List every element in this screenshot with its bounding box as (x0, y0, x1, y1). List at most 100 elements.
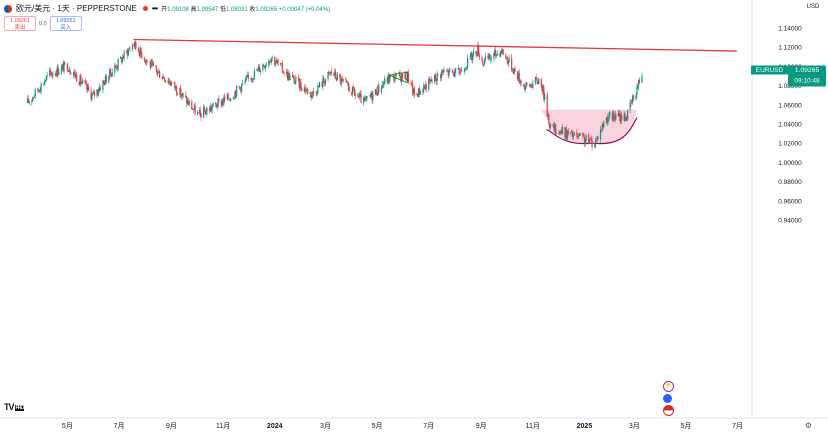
candle-body (429, 79, 432, 81)
candle-body (588, 138, 591, 144)
candle-body (87, 86, 89, 90)
candle-body (141, 53, 143, 59)
candle-body (147, 61, 149, 62)
candle-body (544, 94, 546, 100)
candle-body (128, 48, 130, 50)
candle-body (532, 82, 534, 88)
candle-body (204, 111, 206, 115)
candle-body (162, 76, 164, 79)
candle-body (159, 71, 161, 79)
candle-body (76, 74, 78, 82)
candle-body (465, 68, 467, 70)
candle-body (470, 52, 472, 57)
candle-body (613, 113, 615, 119)
candle-body (285, 71, 288, 74)
buy-button[interactable]: 1.09261 买入 (49, 16, 82, 31)
candle-body (472, 51, 475, 55)
candle-body (508, 57, 510, 62)
candle-body (626, 117, 628, 120)
candle-body (224, 97, 226, 100)
candle-body (366, 95, 368, 99)
candle-body (287, 72, 289, 80)
event-marker-icon[interactable] (663, 394, 672, 403)
candle-body (64, 62, 66, 64)
candle-body (520, 80, 522, 86)
candle-body (144, 60, 146, 63)
candle-body (358, 93, 360, 97)
candle-body (216, 106, 218, 108)
candle-body (116, 67, 118, 69)
candle-body (487, 55, 489, 59)
last-price-tag: EURUSD 1.09265 09:10:48 (751, 65, 826, 87)
candle-body (188, 101, 190, 105)
candle-body (181, 93, 184, 97)
candle-body (524, 87, 526, 90)
candle-body (460, 69, 462, 73)
more-icon[interactable]: ••• (151, 4, 158, 13)
candle-body (146, 60, 148, 62)
us-flag-icon[interactable] (663, 405, 674, 416)
candle-body (155, 65, 157, 71)
candle-body (428, 78, 431, 81)
candle-body (187, 100, 190, 105)
sell-button[interactable]: 1.09261 卖出 (4, 16, 36, 31)
candle-body (132, 44, 134, 46)
candle-body (381, 84, 383, 89)
candle-body (281, 63, 283, 72)
candle-body (348, 87, 350, 93)
candle-body (277, 61, 279, 64)
candle-body (477, 45, 479, 56)
candle-body (489, 58, 492, 60)
candle-body (62, 64, 64, 72)
candle-body (340, 77, 342, 84)
candle-body (199, 109, 201, 114)
candle-body (110, 73, 112, 77)
candle-body (329, 71, 332, 74)
candle-body (585, 135, 587, 141)
candle-body (571, 130, 573, 132)
candle-body (263, 66, 266, 68)
candle-body (516, 71, 519, 80)
candle-body (208, 108, 211, 112)
candle-body (632, 95, 635, 100)
candle-body (490, 58, 492, 59)
candle-body (451, 69, 454, 73)
candle-body (375, 89, 377, 95)
candle-body (139, 47, 141, 57)
candle-body (252, 78, 254, 80)
x-tick-label: 3月 (320, 422, 331, 430)
candle-body (247, 75, 249, 78)
candle-body (393, 74, 395, 82)
candle-body (120, 57, 122, 59)
candle-body (382, 84, 384, 86)
candle-body (384, 78, 386, 85)
ohlc-values: 开1.09108 高1.09547 低1.08031 收1.09265 +0.0… (161, 7, 331, 13)
currency-label[interactable]: USD (806, 4, 820, 10)
y-tick-label: 0.94000 (778, 218, 802, 225)
candle-body (317, 85, 319, 94)
symbol-title[interactable]: 欧元/美元 · 1天 · PEPPERSTONE (16, 4, 137, 13)
candle-body (289, 75, 291, 80)
candle-body (472, 54, 474, 61)
settings-icon[interactable]: ⚙ (804, 421, 812, 430)
resistance-trendline (133, 38, 737, 52)
lightning-event-icon[interactable]: ⚡ (663, 381, 674, 392)
candle-body (206, 108, 208, 112)
candle-body (542, 86, 544, 92)
candle-body (623, 113, 625, 121)
candle-body (471, 52, 473, 61)
tradingview-logo[interactable]: TV PRO (4, 402, 25, 412)
candle-body (34, 88, 36, 97)
candle-body (313, 91, 315, 94)
candle-body (602, 124, 604, 127)
candle-body (555, 133, 558, 135)
candle-body (605, 116, 608, 124)
candle-body (257, 67, 259, 71)
candle-body (505, 57, 508, 58)
candle-body (45, 76, 47, 81)
candle-body (572, 135, 575, 137)
candle-body (617, 113, 619, 117)
candle-body (121, 57, 123, 63)
candle-body (291, 75, 294, 77)
